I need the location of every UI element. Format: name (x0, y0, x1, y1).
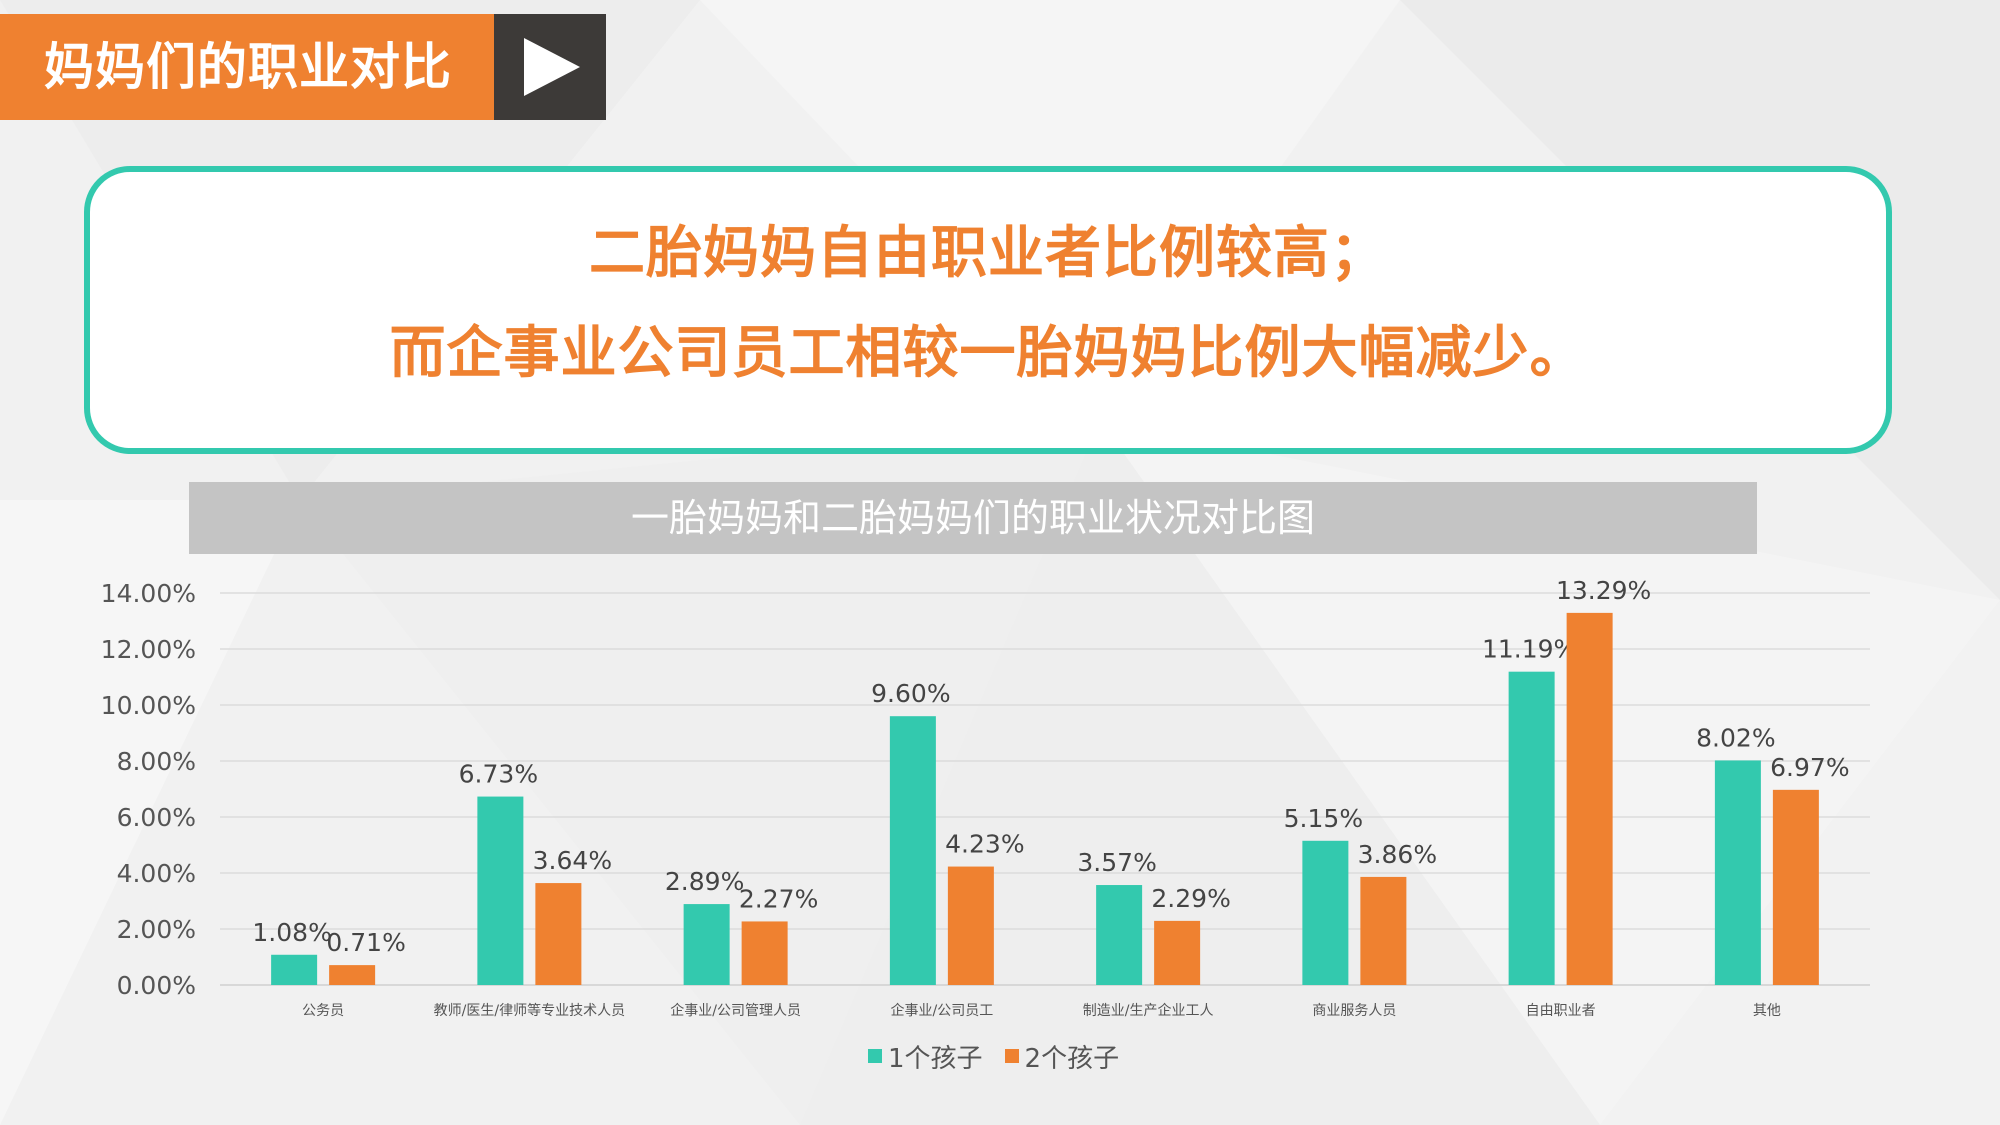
data-label: 4.23% (945, 830, 1024, 859)
play-icon (524, 38, 580, 96)
bar (1714, 760, 1761, 985)
data-label: 8.02% (1696, 723, 1775, 752)
legend-label-series-2: 2个孩子 (1024, 1043, 1120, 1074)
y-tick-label: 8.00% (117, 747, 196, 776)
bar (889, 716, 936, 985)
x-category-label: 公务员 (302, 1003, 344, 1019)
data-label: 2.29% (1151, 884, 1230, 913)
bar (1096, 885, 1143, 985)
section-title: 妈妈们的职业对比 (0, 14, 494, 120)
callout-line-2: 而企事业公司员工相较一胎妈妈比例大幅减少。 (389, 321, 1587, 386)
callout-line-1: 二胎妈妈自由职业者比例较高； (589, 221, 1387, 286)
data-label: 3.57% (1077, 848, 1156, 877)
x-category-label: 企事业/公司管理人员 (670, 1002, 801, 1019)
y-tick-label: 10.00% (101, 691, 196, 720)
occupation-bar-chart: 0.00% 2.00% 4.00% 6.00% 8.00% 10.00% 12.00% 14.… (101, 576, 1870, 1019)
play-button[interactable] (494, 14, 606, 120)
bar (329, 965, 376, 985)
data-label: 9.60% (871, 679, 950, 708)
data-label: 0.71% (326, 928, 405, 957)
data-label: 1.08% (252, 918, 331, 947)
bar (947, 866, 994, 985)
data-label: 6.97% (1770, 753, 1849, 782)
bar (477, 796, 524, 985)
y-tick-label: 12.00% (101, 635, 196, 664)
bar (1154, 920, 1201, 985)
chart-legend: 1个孩子 2个孩子 (868, 1036, 1141, 1076)
y-tick-label: 0.00% (117, 971, 196, 1000)
x-category-label: 教师/医生/律师等专业技术人员 (434, 1002, 625, 1019)
data-label: 13.29% (1556, 576, 1651, 605)
legend-swatch-series-1 (868, 1049, 882, 1063)
x-category-label: 自由职业者 (1526, 1003, 1596, 1019)
bar (1772, 789, 1819, 985)
bar (1360, 876, 1407, 985)
bar (1302, 840, 1349, 985)
y-tick-label: 14.00% (101, 579, 196, 608)
key-finding-callout: 二胎妈妈自由职业者比例较高； 而企事业公司员工相较一胎妈妈比例大幅减少。 (84, 166, 1892, 454)
legend-item-series-2: 2个孩子 (1004, 1038, 1120, 1075)
bar (683, 904, 730, 985)
x-category-label: 其他 (1753, 1003, 1781, 1019)
y-tick-label: 2.00% (117, 915, 196, 944)
legend-swatch-series-2 (1004, 1049, 1019, 1063)
data-label: 11.19% (1482, 635, 1577, 664)
y-tick-label: 4.00% (117, 859, 196, 888)
data-label: 3.86% (1358, 840, 1437, 869)
x-category-label: 企事业/公司员工 (891, 1002, 994, 1019)
data-label: 6.73% (459, 760, 538, 789)
bar (1508, 671, 1555, 985)
bar (535, 883, 582, 985)
data-label: 3.64% (533, 846, 612, 875)
x-category-label: 商业服务人员 (1312, 1003, 1396, 1019)
data-label: 2.89% (665, 867, 744, 896)
data-label: 5.15% (1284, 804, 1363, 833)
legend-item-series-1: 1个孩子 (868, 1038, 983, 1075)
bar (741, 921, 788, 985)
x-category-label: 制造业/生产企业工人 (1083, 1002, 1214, 1019)
bar (271, 954, 318, 985)
legend-label-series-1: 1个孩子 (888, 1043, 983, 1074)
y-tick-label: 6.00% (117, 803, 196, 832)
chart-title: 一胎妈妈和二胎妈妈们的职业状况对比图 (189, 482, 1757, 554)
data-label: 2.27% (739, 884, 818, 913)
bar (1566, 612, 1613, 985)
